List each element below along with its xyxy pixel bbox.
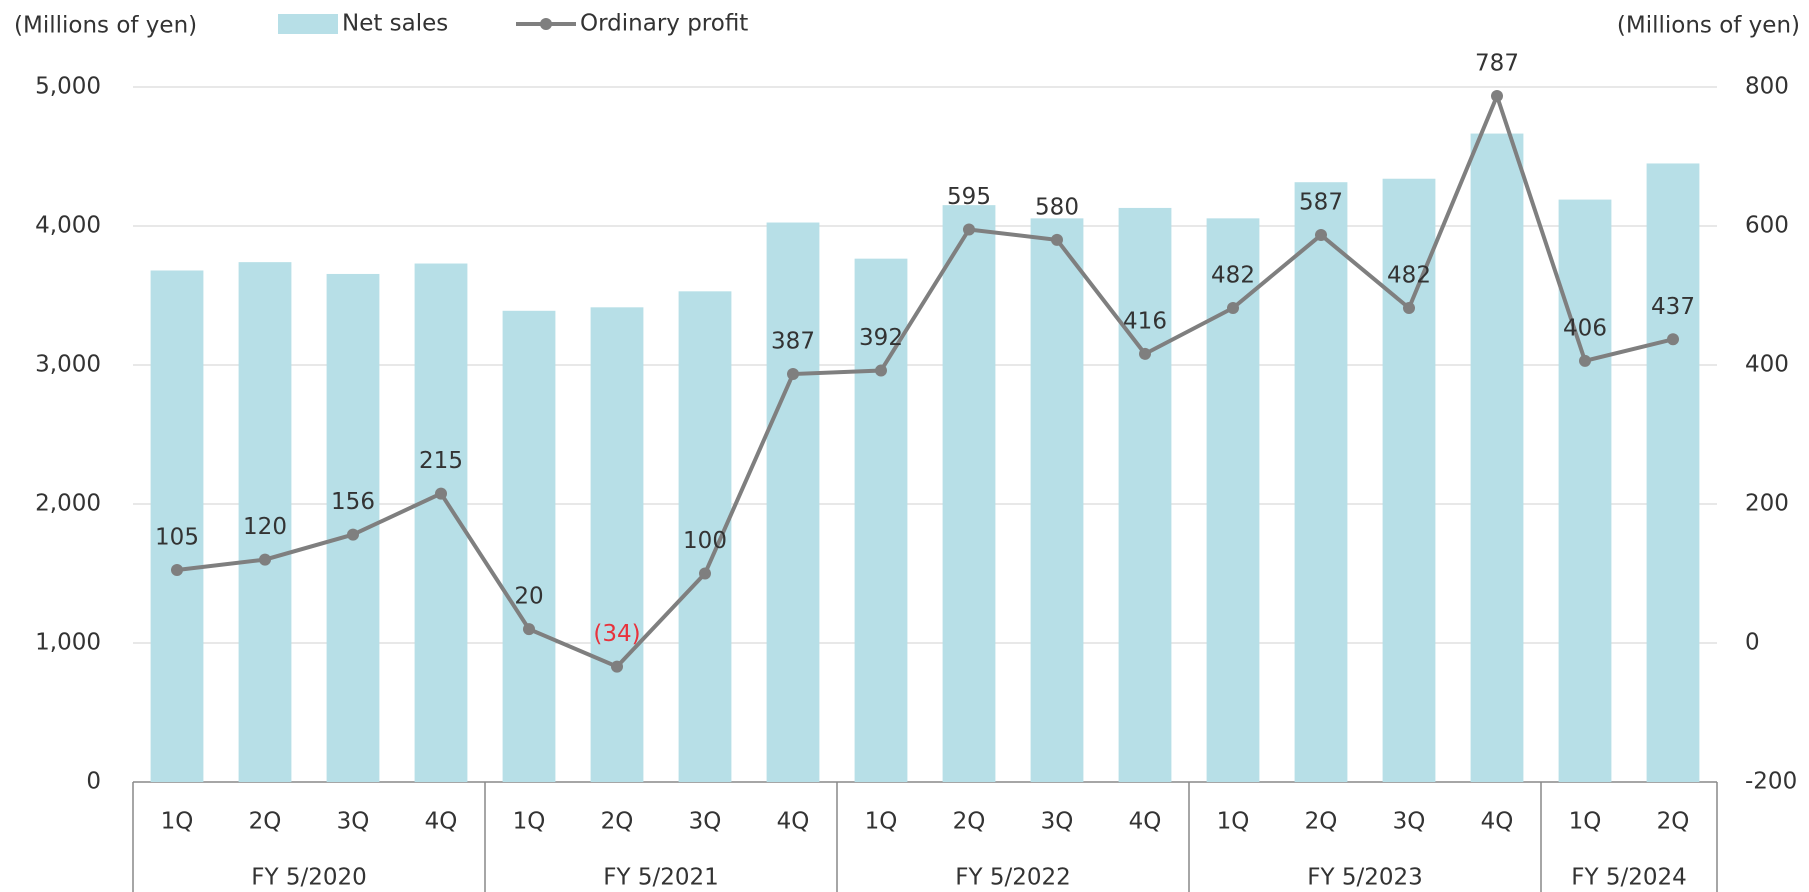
line-point xyxy=(611,660,623,673)
x-tick-label: 1Q xyxy=(513,809,546,835)
line-point xyxy=(1403,302,1415,315)
line-point xyxy=(787,368,799,381)
data-label: 587 xyxy=(1299,190,1343,216)
y-tick-label: 3,000 xyxy=(35,352,101,378)
y-tick-label: 5,000 xyxy=(35,74,101,100)
y2-tick-label: 800 xyxy=(1745,74,1789,100)
x-tick-label: 1Q xyxy=(865,809,898,835)
line-point xyxy=(875,364,887,377)
line-point xyxy=(1051,233,1063,246)
bar xyxy=(1030,218,1084,783)
line-point xyxy=(523,623,535,636)
bar xyxy=(1646,163,1700,782)
y-tick-label: 1,000 xyxy=(35,630,101,656)
y2-tick-label: 600 xyxy=(1745,213,1789,239)
line-point xyxy=(435,487,447,500)
y-tick-label: 4,000 xyxy=(35,213,101,239)
bar xyxy=(238,262,292,782)
group-label: FY 5/2022 xyxy=(955,865,1071,891)
x-tick-label: 2Q xyxy=(1657,809,1690,835)
x-tick-label: 4Q xyxy=(1129,809,1162,835)
data-label: 120 xyxy=(243,514,287,540)
line-point xyxy=(171,564,183,577)
line-point xyxy=(1227,302,1239,315)
legend-swatch xyxy=(278,14,338,34)
y-tick-label: 0 xyxy=(86,769,101,795)
x-tick-label: 4Q xyxy=(1481,809,1514,835)
x-tick-label: 1Q xyxy=(1217,809,1250,835)
bar xyxy=(1558,199,1612,783)
bar xyxy=(942,205,996,782)
group-label: FY 5/2023 xyxy=(1307,865,1423,891)
x-tick-label: 1Q xyxy=(1569,809,1602,835)
y-axis-title: (Millions of yen) xyxy=(14,13,197,39)
data-label: 482 xyxy=(1211,263,1255,289)
bar xyxy=(502,310,556,782)
data-label: 482 xyxy=(1387,263,1431,289)
data-label: 105 xyxy=(155,525,199,551)
line-point xyxy=(1667,333,1679,346)
data-label: 156 xyxy=(331,489,375,515)
data-label: 416 xyxy=(1123,308,1167,334)
bar xyxy=(590,307,644,782)
x-tick-label: 4Q xyxy=(777,809,810,835)
line-point xyxy=(1491,90,1503,103)
bar xyxy=(1118,207,1172,782)
legend-label: Net sales xyxy=(342,11,448,37)
data-label: 406 xyxy=(1563,315,1607,341)
x-tick-label: 3Q xyxy=(1393,809,1426,835)
line-point xyxy=(699,567,711,580)
y2-tick-label: 0 xyxy=(1745,630,1760,656)
bar xyxy=(1470,133,1524,782)
line-point xyxy=(259,553,271,566)
y-tick-label: 2,000 xyxy=(35,491,101,517)
data-label: 437 xyxy=(1651,294,1695,320)
y2-axis-title: (Millions of yen) xyxy=(1617,13,1800,39)
line-point xyxy=(963,223,975,236)
line-point xyxy=(1315,229,1327,242)
data-label: 392 xyxy=(859,325,903,351)
data-label: 215 xyxy=(419,448,463,474)
group-label: FY 5/2021 xyxy=(603,865,719,891)
x-tick-label: 2Q xyxy=(953,809,986,835)
x-tick-label: 1Q xyxy=(161,809,194,835)
x-tick-label: 2Q xyxy=(249,809,282,835)
data-label: 100 xyxy=(683,528,727,554)
x-tick-label: 2Q xyxy=(1305,809,1338,835)
line xyxy=(176,90,1674,670)
line-point xyxy=(1579,354,1591,367)
bar xyxy=(766,222,820,782)
x-tick-label: 3Q xyxy=(337,809,370,835)
line-point xyxy=(347,528,359,541)
y2-tick-label: 200 xyxy=(1745,491,1789,517)
y2-tick-label: -200 xyxy=(1745,769,1797,795)
x-tick-label: 4Q xyxy=(425,809,458,835)
data-label: (34) xyxy=(593,621,640,647)
x-tick-label: 3Q xyxy=(1041,809,1074,835)
data-label: 387 xyxy=(771,329,815,355)
bar xyxy=(1382,178,1436,783)
data-label: 20 xyxy=(514,584,543,610)
x-tick-label: 3Q xyxy=(689,809,722,835)
legend-swatch xyxy=(540,18,552,30)
bar xyxy=(150,270,204,782)
x-tick-label: 2Q xyxy=(601,809,634,835)
line-point xyxy=(1139,347,1151,360)
group-label: FY 5/2024 xyxy=(1571,865,1687,891)
y2-tick-label: 400 xyxy=(1745,352,1789,378)
bar xyxy=(1294,182,1348,783)
data-label: 595 xyxy=(947,184,991,210)
group-label: FY 5/2020 xyxy=(251,865,367,891)
data-label: 787 xyxy=(1475,51,1519,77)
data-label: 580 xyxy=(1035,194,1079,220)
legend-label: Ordinary profit xyxy=(580,11,748,37)
